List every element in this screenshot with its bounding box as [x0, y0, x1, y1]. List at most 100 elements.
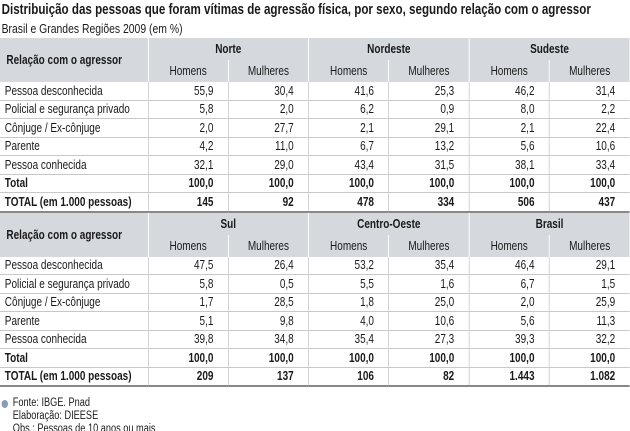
cell: 1,7: [147, 293, 229, 312]
cell: 5,6: [468, 137, 550, 156]
cell: 478: [308, 192, 389, 213]
bullet: [1, 400, 9, 408]
cell: 100,0: [468, 174, 550, 193]
cell: 100,0: [388, 348, 470, 368]
cell: 6,2: [308, 100, 389, 119]
region-header: Sul: [147, 212, 309, 235]
row-label: Parente: [0, 311, 148, 331]
cell: 5,8: [147, 274, 229, 294]
sex-row: Homens Mulheres Homens Mulheres Homens Mulher…: [0, 234, 630, 257]
cell: 4,2: [147, 137, 229, 156]
sex-header: Homens: [147, 234, 229, 257]
cell: 5,5: [308, 274, 389, 294]
cell: 22,4: [548, 118, 630, 138]
cell: 55,9: [147, 82, 229, 101]
row-label: Policial e segurança privado: [0, 274, 148, 294]
data-row: Pessoa conhecida 39,8 34,8 35,4 27,3 39,3 32,2: [0, 330, 630, 349]
cell: 31,4: [548, 82, 630, 101]
row-label: Cônjuge / Ex-cônjuge: [0, 293, 148, 312]
cell: 43,4: [308, 155, 389, 175]
cell: 4,0: [308, 311, 389, 331]
title: Distribuição das pessoas que foram vítim…: [1, 2, 591, 18]
cell: 1,5: [548, 274, 630, 294]
data-row: Cônjuge / Ex-cônjuge 2,0 27,7 2,1 29,1 2,1 22,…: [0, 118, 630, 138]
cell: 41,6: [308, 82, 389, 101]
row-label: Policial e segurança privado: [0, 100, 148, 119]
row-label: Cônjuge / Ex-cônjuge: [0, 118, 148, 138]
cell: 8,0: [468, 100, 550, 119]
cell: 100,0: [227, 348, 309, 368]
cell: 31,5: [388, 155, 470, 175]
tables: Relação com o agressor Norte Nordeste Sudes…: [0, 38, 630, 387]
cell: 39,8: [147, 330, 229, 349]
data-row: Total 100,0 100,0 100,0 100,0 100,0 100,0: [0, 348, 630, 368]
row-header: Relação com o agressor: [0, 212, 148, 257]
row-label: Total: [0, 174, 148, 193]
cell: 2,1: [308, 118, 389, 138]
row-label: Pessoa conhecida: [0, 155, 148, 175]
source: Fonte: IBGE. Pnad: [12, 397, 91, 409]
cell: 30,4: [227, 82, 309, 101]
cell: 1.082: [548, 367, 630, 387]
cell: 9,8: [227, 311, 309, 331]
cell: 33,4: [548, 155, 630, 175]
data-row: TOTAL (em 1.000 pessoas) 209 137 106 82 1.443…: [0, 367, 630, 387]
cell: 2,0: [147, 118, 229, 138]
cell: 53,2: [308, 256, 389, 275]
sex-header: Homens: [468, 234, 550, 257]
cell: 92: [227, 192, 309, 213]
data-table: Relação com o agressor Sul Centro-Oeste Bra…: [0, 212, 630, 387]
cell: 334: [388, 192, 470, 213]
cell: 28,5: [227, 293, 309, 312]
cell: 5,1: [147, 311, 229, 331]
cell: 2,2: [548, 100, 630, 119]
row-label: Pessoa desconhecida: [0, 82, 148, 101]
cell: 25,0: [388, 293, 470, 312]
cell: 100,0: [548, 348, 630, 368]
cell: 100,0: [548, 174, 630, 193]
cell: 137: [227, 367, 309, 387]
cell: 0,9: [388, 100, 470, 119]
cell: 29,0: [227, 155, 309, 175]
region-header: Nordeste: [308, 38, 470, 60]
sex-header: Mulheres: [227, 60, 309, 82]
cell: 506: [468, 192, 550, 213]
cell: 437: [548, 192, 630, 213]
cell: 25,9: [548, 293, 630, 312]
cell: 1,8: [308, 293, 389, 312]
row-label: Pessoa desconhecida: [0, 256, 148, 275]
sex-header: Mulheres: [548, 60, 630, 82]
sex-header: Mulheres: [388, 60, 470, 82]
row-label: Pessoa conhecida: [0, 330, 148, 349]
cell: 100,0: [388, 174, 470, 193]
elaboration: Elaboração: DIEESE: [12, 410, 99, 422]
cell: 38,1: [468, 155, 550, 175]
cell: 2,1: [468, 118, 550, 138]
cell: 100,0: [227, 174, 309, 193]
row-label: TOTAL (em 1.000 pessoas): [0, 192, 148, 213]
cell: 32,2: [548, 330, 630, 349]
cell: 25,3: [388, 82, 470, 101]
cell: 29,1: [388, 118, 470, 138]
cell: 46,4: [468, 256, 550, 275]
sex-row: Homens Mulheres Homens Mulheres Homens Mulher…: [0, 60, 630, 82]
row-header: Relação com o agressor: [0, 38, 148, 82]
cell: 26,4: [227, 256, 309, 275]
cell: 10,6: [388, 311, 470, 331]
cell: 13,2: [388, 137, 470, 156]
data-table: Relação com o agressor Norte Nordeste Sudes…: [0, 38, 630, 213]
cell: 100,0: [308, 174, 389, 193]
region-header: Centro-Oeste: [308, 212, 470, 235]
cell: 5,6: [468, 311, 550, 331]
data-row: Pessoa desconhecida 55,9 30,4 41,6 25,3 46,2 3…: [0, 82, 630, 101]
data-row: Pessoa conhecida 32,1 29,0 43,4 31,5 38,1 33,4: [0, 155, 630, 175]
cell: 35,4: [308, 330, 389, 349]
cell: 100,0: [468, 348, 550, 368]
row-label: Total: [0, 348, 148, 368]
row-label: Parente: [0, 137, 148, 156]
region-header: Sudeste: [468, 38, 630, 60]
sex-header: Homens: [308, 60, 389, 82]
cell: 47,5: [147, 256, 229, 275]
cell: 35,4: [388, 256, 470, 275]
cell: 1,6: [388, 274, 470, 294]
